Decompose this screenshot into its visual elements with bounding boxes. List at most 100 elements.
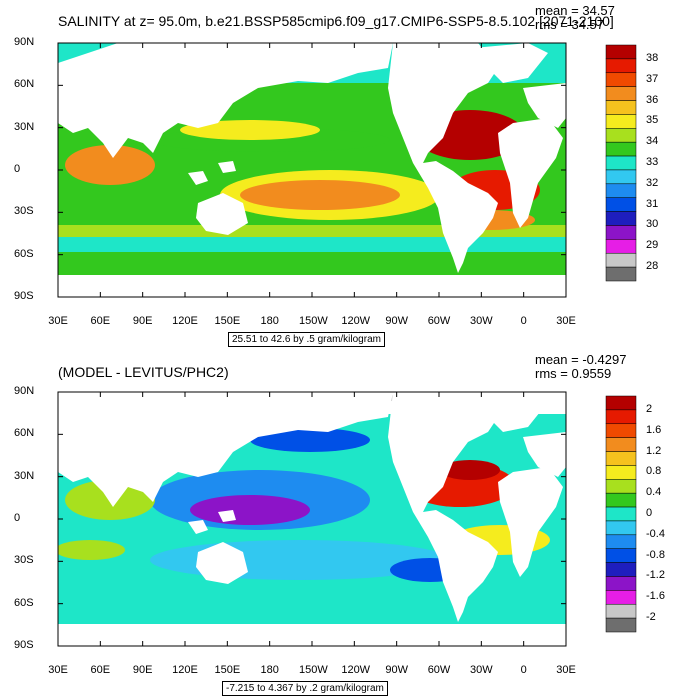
- colorbar-label: 33: [646, 156, 659, 168]
- colorbar-label: -0.8: [646, 548, 665, 561]
- lat-label: 90N: [14, 385, 35, 397]
- lon-label: 120W: [341, 664, 371, 676]
- lon-label: 30E: [556, 664, 576, 676]
- colorbar-label: 0.8: [646, 465, 662, 478]
- colorbar-swatch: [605, 520, 637, 536]
- colorbar-label: -1.6: [646, 590, 665, 603]
- colorbar-swatch: [605, 492, 637, 508]
- lat-label: 0: [14, 512, 21, 524]
- colorbar-label: 0.4: [646, 486, 662, 499]
- colorbar-swatch: [605, 239, 637, 254]
- lat-label: 90S: [14, 290, 34, 302]
- colorbar-swatch: [605, 128, 637, 143]
- colorbar-swatch: [605, 465, 637, 480]
- colorbar-swatch: [605, 423, 637, 438]
- colorbar-swatch: [605, 451, 637, 466]
- lat-label: 90S: [14, 639, 34, 651]
- panel2-mean: mean = -0.4297: [535, 352, 627, 367]
- colorbar-label: -0.4: [646, 527, 665, 540]
- colorbar-swatch: [605, 266, 637, 282]
- lat-label: 60N: [14, 427, 35, 440]
- lon-label: 150E: [214, 664, 241, 676]
- colorbar-swatch: [605, 114, 637, 129]
- panel1-rms: rms = 34.57: [535, 17, 605, 32]
- lon-label: 0: [520, 664, 527, 676]
- colorbar-swatch: [605, 225, 637, 240]
- colorbar-swatch: [605, 58, 637, 74]
- lon-label: 180: [260, 664, 279, 676]
- panel2-rms: rms = 0.9559: [535, 366, 612, 381]
- panel1-range-label: 25.51 to 42.6 by .5 gram/kilogram: [228, 332, 385, 347]
- lon-label: 150W: [299, 664, 328, 676]
- colorbar-swatch: [605, 590, 637, 605]
- lon-label: 30W: [470, 315, 493, 327]
- colorbar-label: -2: [646, 611, 656, 624]
- colorbar-swatch: [605, 576, 637, 591]
- lat-label: 60N: [14, 78, 35, 91]
- colorbar-label: 1.2: [646, 444, 662, 457]
- map-panel-difference: [57, 391, 567, 647]
- lat-label: 30S: [14, 554, 34, 567]
- colorbar-difference: [605, 395, 637, 633]
- lat-label: 30N: [14, 469, 35, 482]
- panel2-title: (MODEL - LEVITUS/PHC2): [58, 364, 229, 380]
- lat-label: 0: [14, 163, 21, 175]
- colorbar-swatch: [605, 72, 637, 87]
- lat-label: 30S: [14, 205, 34, 218]
- lon-label: 30E: [48, 664, 68, 676]
- axis-ticks: [57, 42, 567, 647]
- colorbar-label: 34: [646, 135, 659, 148]
- lat-label: 60S: [14, 247, 34, 260]
- colorbar-swatch: [605, 562, 637, 577]
- panel2-range-label: -7.215 to 4.367 by .2 gram/kilogram: [222, 681, 388, 696]
- colorbar-label: 28: [646, 260, 659, 273]
- colorbar-swatch: [605, 86, 637, 101]
- colorbar-swatch: [605, 395, 637, 411]
- colorbar-swatch: [605, 100, 637, 115]
- lon-label: 120E: [172, 664, 198, 676]
- colorbar-label: 2: [646, 402, 653, 415]
- panel1-mean: mean = 34.57: [535, 3, 615, 18]
- colorbar-label: 36: [646, 93, 659, 106]
- lon-label: 150W: [299, 315, 328, 327]
- colorbar-label: 35: [646, 114, 659, 127]
- lon-label: 0: [520, 315, 527, 327]
- colorbar-swatch: [605, 617, 637, 633]
- lon-label: 60E: [90, 664, 111, 676]
- colorbar-swatch: [605, 437, 637, 452]
- lon-label: 90E: [132, 315, 153, 327]
- colorbar-swatch: [605, 197, 637, 212]
- lon-label: 120W: [341, 315, 371, 327]
- lon-label: 60W: [427, 664, 451, 676]
- colorbar-swatch: [605, 479, 637, 494]
- colorbar-label: 30: [646, 218, 659, 231]
- colorbar-label: 29: [646, 239, 659, 252]
- colorbar-swatch: [605, 603, 637, 619]
- colorbar-salinity: [605, 44, 637, 282]
- lat-label: 90N: [14, 36, 35, 48]
- lon-label: 90E: [132, 664, 153, 676]
- lon-label: 30E: [556, 315, 576, 327]
- colorbar-swatch: [605, 409, 637, 425]
- colorbar-swatch: [605, 44, 637, 60]
- colorbar-swatch: [605, 506, 637, 522]
- map-panel-salinity: [57, 42, 567, 298]
- panel1-title: SALINITY at z= 95.0m, b.e21.BSSP585cmip6…: [58, 13, 614, 29]
- colorbar-label: 32: [646, 176, 659, 189]
- colorbar-swatch: [605, 155, 637, 171]
- colorbar-swatch: [605, 534, 637, 549]
- lon-label: 150E: [214, 315, 241, 327]
- lon-label: 60W: [427, 315, 451, 327]
- colorbar-label: -1.2: [646, 569, 665, 582]
- lon-label: 30W: [470, 664, 493, 676]
- colorbar-swatch: [605, 211, 637, 226]
- colorbar-swatch: [605, 252, 637, 268]
- lon-label: 30E: [48, 315, 68, 327]
- colorbar-label: 0: [646, 507, 653, 519]
- colorbar-label: 31: [646, 197, 659, 210]
- colorbar-label: 37: [646, 72, 659, 85]
- colorbar-label: 1.6: [646, 423, 662, 436]
- lat-label: 60S: [14, 596, 34, 609]
- lon-label: 90W: [385, 664, 408, 676]
